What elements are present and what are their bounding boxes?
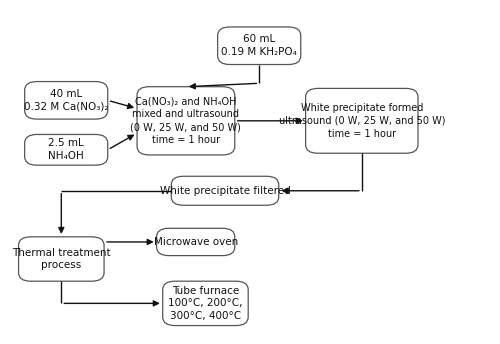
Text: 40 mL
0.32 M Ca(NO₃)₂: 40 mL 0.32 M Ca(NO₃)₂ xyxy=(24,89,108,112)
Text: 60 mL
0.19 M KH₂PO₄: 60 mL 0.19 M KH₂PO₄ xyxy=(222,34,297,57)
FancyBboxPatch shape xyxy=(137,87,235,155)
Text: Microwave oven: Microwave oven xyxy=(154,237,238,247)
Text: Ca(NO₃)₂ and NH₄OH
mixed and ultrasound
(0 W, 25 W, and 50 W)
time = 1 hour: Ca(NO₃)₂ and NH₄OH mixed and ultrasound … xyxy=(130,97,242,145)
FancyBboxPatch shape xyxy=(172,176,278,205)
FancyBboxPatch shape xyxy=(218,27,300,65)
FancyBboxPatch shape xyxy=(162,281,248,325)
Text: 2.5 mL
NH₄OH: 2.5 mL NH₄OH xyxy=(48,138,84,161)
Text: Tube furnace
100°C, 200°C,
300°C, 400°C: Tube furnace 100°C, 200°C, 300°C, 400°C xyxy=(168,286,242,321)
Text: White precipitate formed
ultrasound (0 W, 25 W, and 50 W)
time = 1 hour: White precipitate formed ultrasound (0 W… xyxy=(278,103,445,139)
FancyBboxPatch shape xyxy=(156,228,235,256)
FancyBboxPatch shape xyxy=(24,135,107,165)
FancyBboxPatch shape xyxy=(18,237,104,281)
Text: Thermal treatment
process: Thermal treatment process xyxy=(12,248,110,270)
FancyBboxPatch shape xyxy=(306,88,418,153)
Text: White precipitate filtered: White precipitate filtered xyxy=(160,186,290,196)
FancyBboxPatch shape xyxy=(24,82,107,119)
